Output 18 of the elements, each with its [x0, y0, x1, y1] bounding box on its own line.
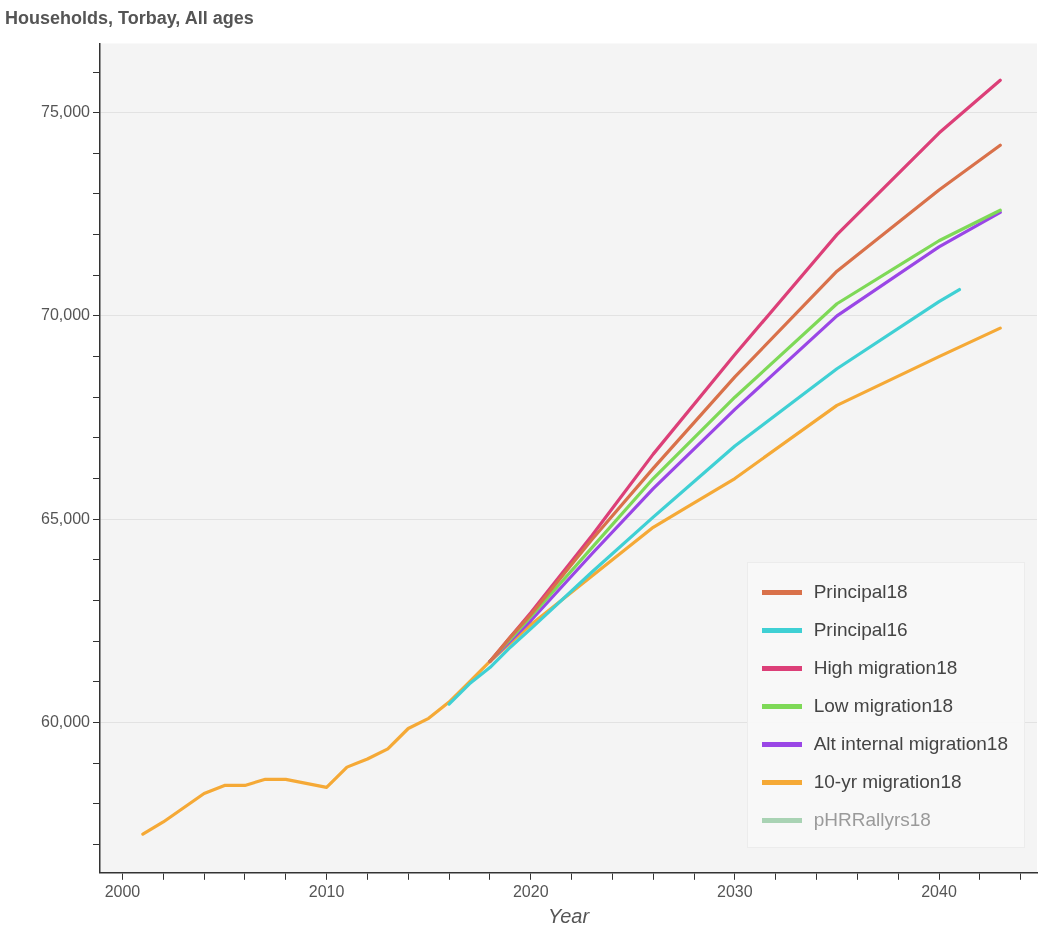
y-tick-label: 70,000: [41, 306, 91, 324]
y-tick-label: 60,000: [41, 712, 91, 730]
y-tick-label: 65,000: [41, 509, 91, 527]
x-tick-label: 2010: [308, 882, 345, 900]
legend-label: Principal18: [813, 581, 908, 603]
chart-title: Households, Torbay, All ages: [5, 7, 254, 28]
legend-label: Principal16: [813, 619, 908, 641]
x-tick-label: 2040: [921, 882, 957, 900]
legend-label: Low migration18: [813, 695, 954, 717]
y-tick-label: 75,000: [41, 103, 91, 121]
x-tick-label: 2000: [104, 882, 141, 900]
x-tick-label: 2020: [512, 882, 549, 900]
x-tick-label: 2030: [717, 882, 753, 900]
x-axis-title: Year: [547, 904, 591, 927]
legend-label: Alt internal migration18: [813, 733, 1008, 755]
legend-label: High migration18: [813, 657, 958, 679]
legend-label: pHRRallyrs18: [813, 809, 931, 831]
legend-label: 10-yr migration18: [813, 771, 962, 793]
